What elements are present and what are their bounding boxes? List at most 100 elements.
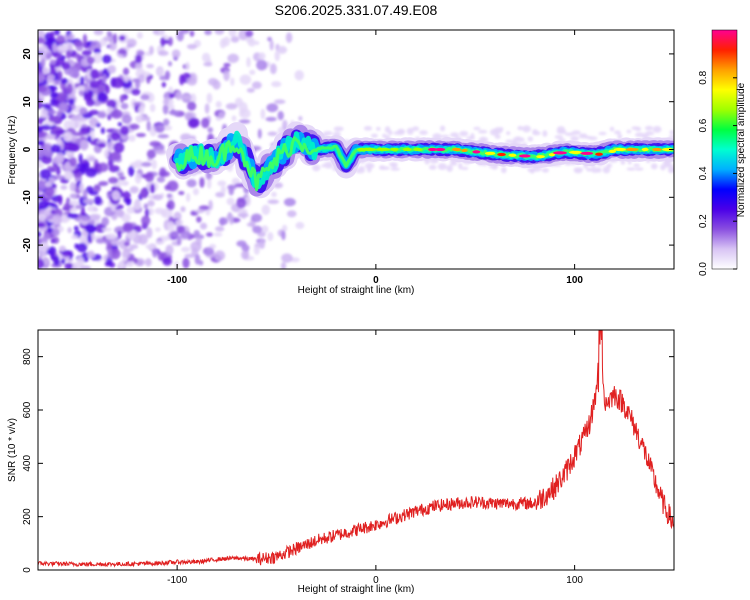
- noise-blob: [135, 54, 143, 64]
- noise-blob: [119, 35, 126, 41]
- y-tick-label: 10: [22, 96, 33, 108]
- noise-blob: [126, 206, 135, 214]
- noise-blob: [163, 97, 170, 106]
- noise-blob: [143, 203, 149, 210]
- noise-blob: [541, 167, 550, 173]
- noise-blob: [376, 126, 381, 131]
- noise-blob: [505, 139, 514, 144]
- noise-blob: [419, 130, 428, 135]
- noise-blob: [80, 139, 89, 151]
- noise-blob: [439, 125, 446, 132]
- noise-blob: [54, 30, 60, 36]
- noise-blob: [527, 136, 534, 142]
- noise-blob: [107, 141, 116, 151]
- noise-blob: [167, 36, 173, 47]
- noise-blob: [194, 254, 201, 265]
- noise-blob: [53, 255, 60, 266]
- noise-blob: [160, 37, 166, 48]
- noise-blob: [58, 245, 67, 252]
- noise-blob: [42, 66, 49, 75]
- ridge-hotspot: [435, 147, 446, 152]
- noise-blob: [86, 56, 95, 64]
- noise-blob: [602, 166, 611, 174]
- noise-blob: [107, 64, 117, 74]
- noise-blob: [184, 111, 193, 121]
- noise-blob: [204, 103, 210, 114]
- noise-blob: [90, 69, 100, 80]
- noise-blob: [571, 130, 581, 135]
- noise-blob: [204, 30, 212, 36]
- noise-blob: [176, 30, 184, 42]
- noise-blob: [141, 215, 151, 226]
- noise-blob: [251, 81, 262, 89]
- noise-blob: [105, 233, 117, 240]
- noise-blob: [214, 226, 225, 232]
- noise-blob: [166, 193, 173, 199]
- noise-blob: [249, 69, 256, 75]
- noise-blob: [554, 135, 564, 139]
- noise-blob: [69, 193, 78, 199]
- ridge-hotspot: [595, 152, 603, 156]
- snr-x-label: Height of straight line (km): [298, 584, 415, 595]
- noise-blob: [149, 141, 161, 147]
- ridge-hotspot: [361, 147, 376, 152]
- noise-blob: [82, 189, 88, 199]
- noise-blob: [87, 205, 98, 212]
- noise-blob: [112, 33, 118, 45]
- snr-y-label: SNR (10 * v/v): [7, 418, 18, 482]
- noise-blob: [155, 240, 165, 245]
- ridge-hotspot: [461, 148, 468, 153]
- noise-blob: [48, 177, 56, 184]
- noise-blob: [107, 158, 114, 168]
- colorbar-tick-label: 0.6: [698, 118, 709, 132]
- y-tick-label: 0: [22, 146, 33, 152]
- noise-blob: [49, 59, 57, 65]
- noise-blob: [669, 130, 674, 135]
- noise-blob: [71, 71, 80, 78]
- spectrogram-x-ticks: -100 0 100: [167, 30, 583, 286]
- noise-blob: [119, 94, 124, 104]
- noise-blob: [168, 110, 180, 116]
- noise-blob: [617, 133, 623, 140]
- noise-blob: [110, 109, 123, 119]
- noise-blob: [95, 238, 106, 244]
- noise-blob: [109, 240, 121, 246]
- noise-blob: [239, 74, 252, 85]
- noise-blob: [147, 200, 155, 207]
- noise-blob: [206, 92, 213, 104]
- noise-blob: [146, 74, 151, 84]
- noise-blob: [144, 208, 150, 218]
- noise-blob: [138, 105, 145, 115]
- noise-blob: [570, 135, 579, 142]
- noise-blob: [506, 131, 511, 135]
- noise-blob: [175, 219, 184, 226]
- noise-blob: [277, 110, 284, 121]
- noise-blob: [73, 225, 79, 231]
- noise-blob: [182, 257, 190, 269]
- noise-blob: [68, 98, 75, 106]
- noise-blob: [87, 232, 92, 243]
- noise-blob: [384, 126, 391, 133]
- noise-blob: [106, 99, 117, 109]
- noise-blob: [73, 40, 84, 47]
- noise-blob: [382, 133, 387, 138]
- noise-blob: [286, 210, 297, 218]
- noise-blob: [169, 92, 175, 99]
- noise-blob: [50, 238, 56, 244]
- noise-blob: [146, 63, 154, 69]
- noise-blob: [652, 125, 662, 133]
- noise-blob: [56, 109, 62, 118]
- noise-blob: [121, 78, 133, 89]
- noise-blob: [144, 258, 152, 267]
- noise-blob: [192, 188, 199, 196]
- noise-blob: [218, 111, 225, 119]
- noise-blob: [76, 54, 82, 63]
- noise-blob: [162, 118, 170, 126]
- noise-blob: [626, 129, 632, 134]
- noise-blob: [38, 44, 48, 53]
- noise-blob: [120, 125, 130, 136]
- noise-blob: [238, 108, 251, 119]
- noise-blob: [218, 217, 229, 225]
- spectrogram-x-label: Height of straight line (km): [298, 285, 415, 296]
